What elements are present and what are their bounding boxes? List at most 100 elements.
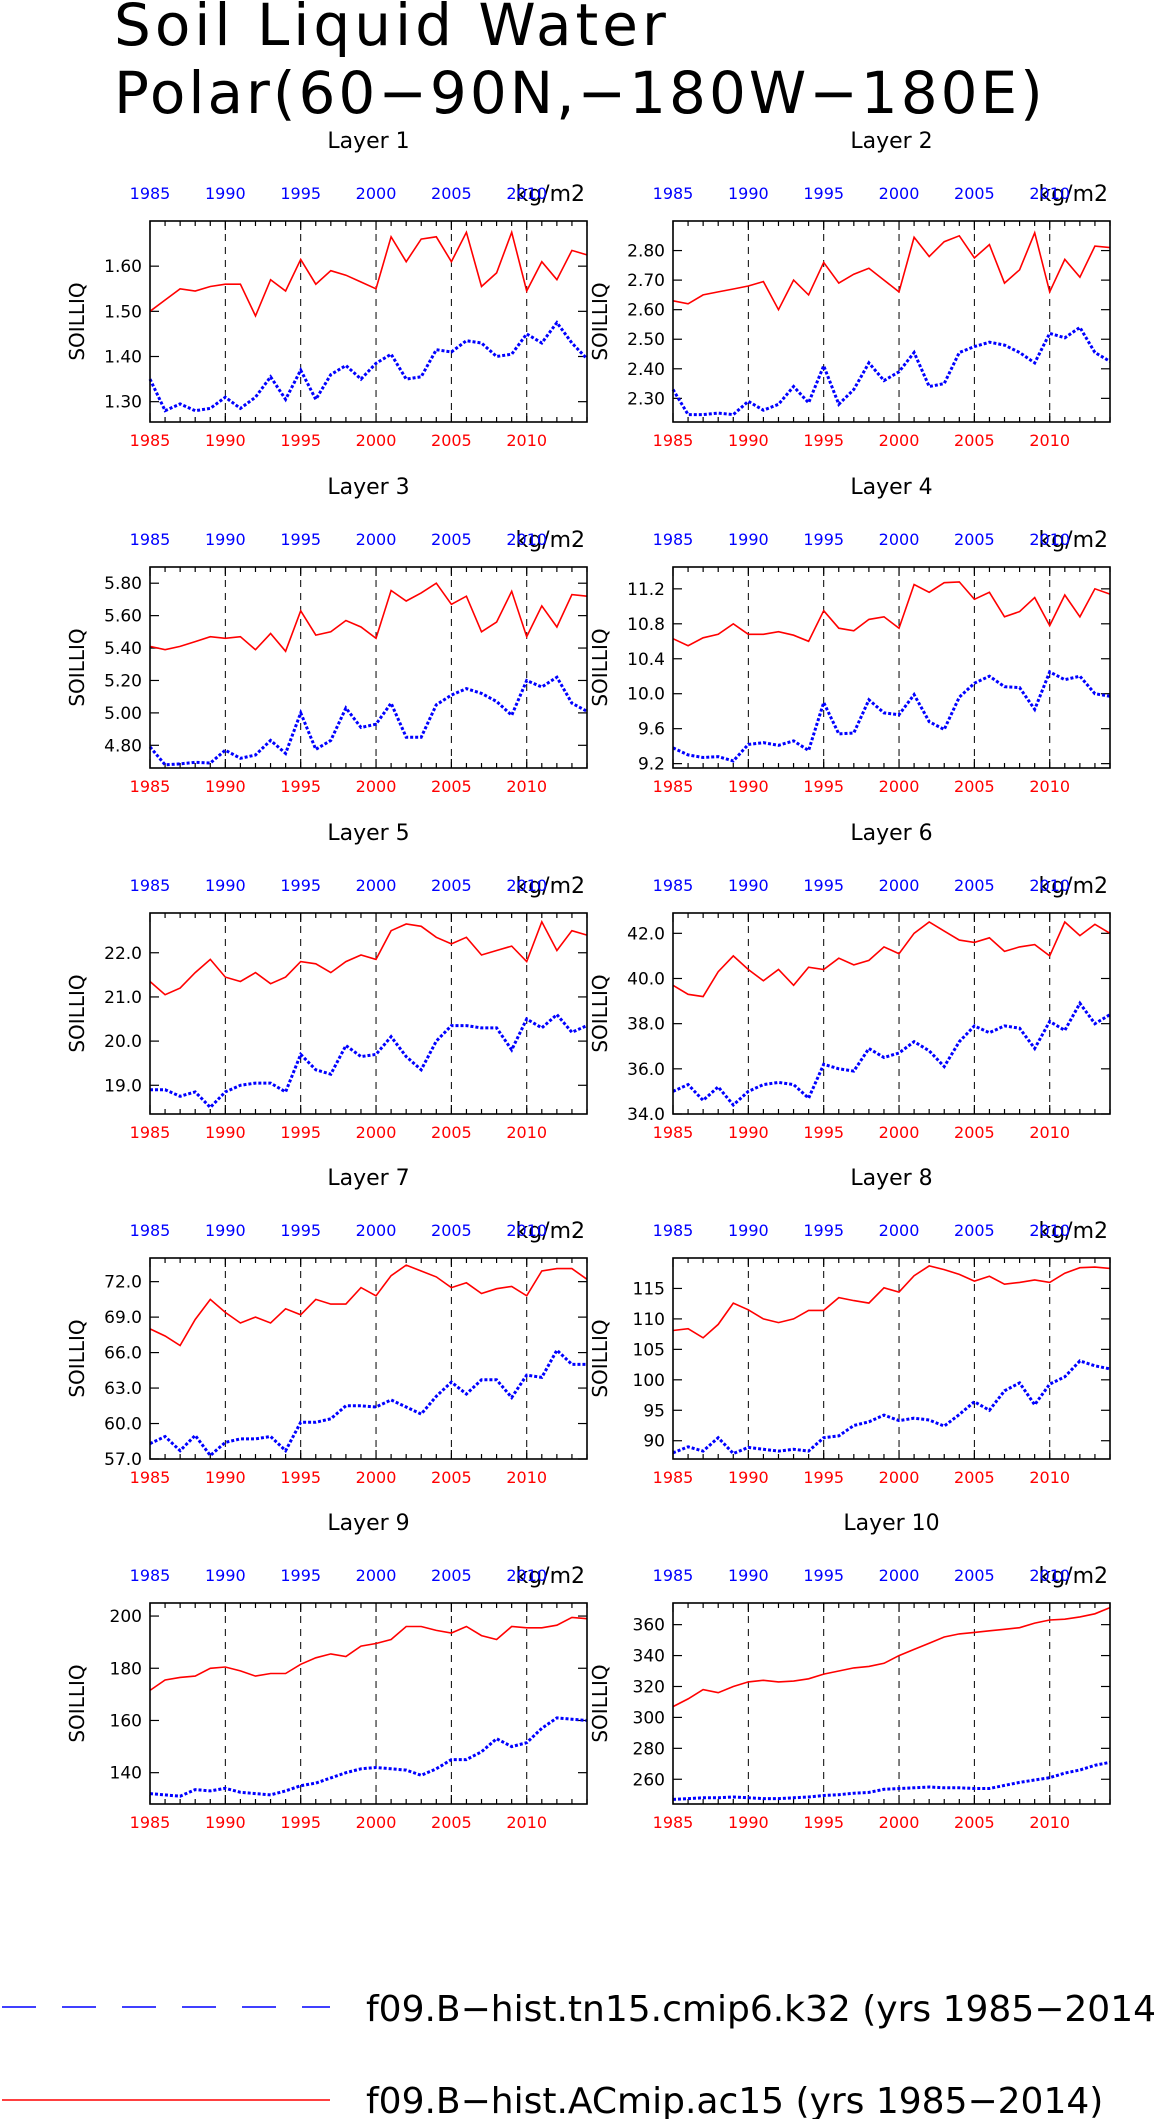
x-tick-label-top: 1990 bbox=[205, 1566, 246, 1585]
y-tick-label: 110 bbox=[633, 1310, 665, 1330]
y-tick-label: 1.50 bbox=[104, 302, 142, 322]
panel-layer-5: Layer 5 kg/m2 SOILLIQ 1985 1985 1990 1990 1995 1… bbox=[65, 821, 588, 1142]
y-tick-label: 320 bbox=[633, 1677, 665, 1697]
plot-frame bbox=[149, 912, 588, 1115]
y-tick-label: 1.60 bbox=[104, 257, 142, 277]
x-tick-label-bottom: 1985 bbox=[653, 777, 694, 796]
x-tick-label-bottom: 1995 bbox=[280, 1123, 321, 1142]
x-tick-label-top: 2005 bbox=[954, 530, 995, 549]
y-tick-label: 34.0 bbox=[627, 1105, 665, 1125]
y-tick-label: 5.60 bbox=[104, 607, 142, 627]
y-tick-label: 42.0 bbox=[627, 924, 665, 944]
series-line-tn15-cmip6 bbox=[148, 675, 588, 767]
x-tick-label-bottom: 1990 bbox=[205, 777, 246, 796]
x-tick-label-bottom: 1990 bbox=[728, 1468, 769, 1487]
x-tick-label-top: 1990 bbox=[205, 876, 246, 895]
x-tick-label-top: 2010 bbox=[506, 876, 547, 895]
x-tick-label-bottom: 2005 bbox=[954, 777, 995, 796]
series-line-tn15-cmip6 bbox=[672, 1760, 1111, 1801]
x-tick-label-bottom: 2010 bbox=[1029, 1813, 1070, 1832]
x-tick-label-bottom: 1990 bbox=[205, 1123, 246, 1142]
x-tick-label-top: 2005 bbox=[954, 1221, 995, 1240]
panel-layer-10: Layer 10 kg/m2 SOILLIQ 1985 1985 1990 1990 1995… bbox=[588, 1511, 1111, 1832]
panel-title: Layer 10 bbox=[843, 1511, 939, 1536]
x-tick-label-bottom: 2000 bbox=[879, 1123, 920, 1142]
x-tick-label-bottom: 2010 bbox=[1029, 431, 1070, 450]
x-tick-label-bottom: 2010 bbox=[1029, 1468, 1070, 1487]
x-tick-label-top: 1990 bbox=[728, 530, 769, 549]
x-tick-label-bottom: 1990 bbox=[205, 431, 246, 450]
series-line-tn15-cmip6 bbox=[149, 1347, 587, 1458]
panel-units: kg/m2 bbox=[515, 1219, 585, 1244]
series-line-tn15-cmip6 bbox=[149, 1716, 588, 1798]
panel-units: kg/m2 bbox=[515, 874, 585, 899]
series-line-acmip-ac15 bbox=[149, 1616, 588, 1692]
panel-units: kg/m2 bbox=[1038, 1564, 1108, 1589]
y-tick-label: 63.0 bbox=[104, 1379, 142, 1399]
x-tick-label-top: 2005 bbox=[431, 184, 472, 203]
panel-layer-9: Layer 9 kg/m2 SOILLIQ 1985 1985 1990 1990 1995 1… bbox=[65, 1511, 588, 1832]
x-tick-label-bottom: 2010 bbox=[506, 777, 547, 796]
y-tick-label: 160 bbox=[110, 1711, 142, 1731]
figure-title-line1: Soil Liquid Water bbox=[114, 0, 670, 59]
panel-title: Layer 9 bbox=[327, 1511, 409, 1536]
y-tick-label: 90 bbox=[643, 1432, 665, 1452]
plot-frame bbox=[149, 566, 588, 769]
y-tick-label: 2.30 bbox=[627, 389, 665, 409]
plot-frame bbox=[672, 1257, 1111, 1460]
plot-frame bbox=[672, 566, 1111, 769]
x-tick-label-top: 1995 bbox=[280, 1566, 321, 1585]
y-tick-label: 100 bbox=[633, 1371, 665, 1391]
x-tick-label-bottom: 2000 bbox=[356, 1123, 397, 1142]
x-tick-label-top: 2000 bbox=[356, 530, 397, 549]
series-line-acmip-ac15 bbox=[149, 919, 588, 996]
x-tick-label-top: 2005 bbox=[431, 1566, 472, 1585]
y-tick-label: 10.4 bbox=[627, 650, 665, 670]
x-tick-label-top: 2010 bbox=[1029, 1566, 1070, 1585]
x-tick-label-bottom: 2000 bbox=[356, 431, 397, 450]
x-tick-label-bottom: 1995 bbox=[803, 1123, 844, 1142]
y-tick-label: 5.40 bbox=[104, 639, 142, 659]
y-tick-label: 260 bbox=[633, 1770, 665, 1790]
x-tick-label-top: 2010 bbox=[1029, 184, 1070, 203]
panel-title: Layer 7 bbox=[327, 1166, 409, 1191]
x-tick-label-top: 2000 bbox=[879, 530, 920, 549]
y-tick-label: 10.8 bbox=[627, 615, 665, 635]
x-tick-label-bottom: 1985 bbox=[653, 1813, 694, 1832]
y-tick-label: 1.30 bbox=[104, 393, 142, 413]
x-tick-label-top: 1985 bbox=[130, 876, 171, 895]
series-line-acmip-ac15 bbox=[672, 230, 1111, 312]
panel-title: Layer 4 bbox=[850, 475, 932, 500]
y-axis-label: SOILLIQ bbox=[65, 1319, 89, 1397]
panel-layer-4: Layer 4 kg/m2 SOILLIQ 1985 1985 1990 1990 1995 1… bbox=[588, 475, 1111, 796]
x-tick-label-bottom: 1995 bbox=[803, 431, 844, 450]
series-line-tn15-cmip6 bbox=[148, 320, 589, 413]
series-line-tn15-cmip6 bbox=[671, 325, 1111, 417]
y-tick-label: 300 bbox=[633, 1708, 665, 1728]
y-tick-label: 38.0 bbox=[627, 1015, 665, 1035]
plot-frame bbox=[149, 1257, 588, 1460]
x-tick-label-bottom: 1995 bbox=[803, 1813, 844, 1832]
panel-layer-2: Layer 2 kg/m2 SOILLIQ 1985 1985 1990 1990 1995 1… bbox=[588, 129, 1111, 450]
series-line-acmip-ac15 bbox=[149, 229, 588, 318]
panel-units: kg/m2 bbox=[515, 182, 585, 207]
panel-layer-6: Layer 6 kg/m2 SOILLIQ 1985 1985 1990 1990 1995 1… bbox=[588, 821, 1111, 1142]
x-tick-label-bottom: 2005 bbox=[954, 1468, 995, 1487]
panel-units: kg/m2 bbox=[1038, 1219, 1108, 1244]
y-axis-label: SOILLIQ bbox=[65, 628, 89, 706]
y-axis-label: SOILLIQ bbox=[65, 974, 89, 1052]
x-tick-label-top: 2005 bbox=[431, 530, 472, 549]
y-tick-label: 200 bbox=[110, 1607, 142, 1627]
y-tick-label: 4.80 bbox=[104, 736, 142, 756]
x-tick-label-top: 1985 bbox=[653, 184, 694, 203]
plot-frame bbox=[672, 220, 1111, 423]
plot-frame bbox=[672, 1602, 1111, 1805]
y-tick-label: 57.0 bbox=[104, 1450, 142, 1470]
panel-layer-7: Layer 7 kg/m2 SOILLIQ 1985 1985 1990 1990 1995 1… bbox=[65, 1166, 588, 1487]
x-tick-label-bottom: 2010 bbox=[1029, 777, 1070, 796]
y-tick-label: 340 bbox=[633, 1647, 665, 1667]
y-tick-label: 2.80 bbox=[627, 242, 665, 262]
x-tick-label-top: 1990 bbox=[205, 530, 246, 549]
x-tick-label-top: 1990 bbox=[205, 1221, 246, 1240]
x-tick-label-bottom: 1990 bbox=[728, 1813, 769, 1832]
